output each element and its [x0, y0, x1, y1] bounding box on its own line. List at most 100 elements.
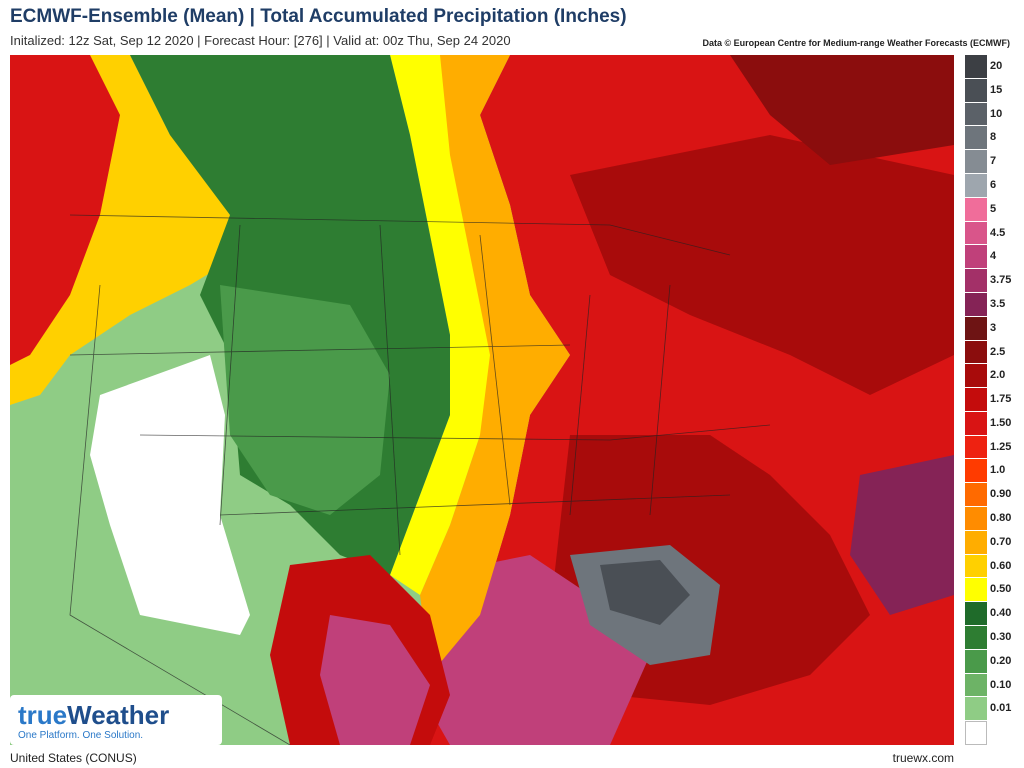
legend-label: 7 — [990, 155, 997, 168]
legend-item: 5 — [965, 197, 1017, 222]
legend-item: 20 — [965, 55, 1017, 79]
legend-swatch — [965, 55, 987, 79]
legend-item: 0.80 — [965, 507, 1017, 531]
legend-swatch — [965, 102, 987, 127]
desert-southwest-dry — [90, 355, 250, 635]
legend-item: 4 — [965, 245, 1017, 270]
legend-swatch — [965, 554, 987, 579]
pacific-northwest-red — [10, 55, 120, 365]
legend-label: 0.10 — [990, 678, 1012, 691]
map-svg — [10, 55, 954, 745]
legend-label: 8 — [990, 131, 997, 144]
legend-swatch — [965, 126, 987, 151]
legend-label: 5 — [990, 202, 997, 215]
legend-label: 3.5 — [990, 297, 1006, 310]
legend-swatch — [965, 459, 987, 484]
legend-swatch — [965, 578, 987, 603]
legend-swatch — [965, 78, 987, 103]
legend-label: 0.60 — [990, 559, 1012, 572]
legend-item: 0.10 — [965, 673, 1017, 698]
legend-item: 4.5 — [965, 221, 1017, 246]
map-title: ECMWF-Ensemble (Mean) | Total Accumulate… — [10, 6, 627, 27]
legend-label: 1.25 — [990, 440, 1012, 453]
legend-item: 0.60 — [965, 554, 1017, 579]
legend-swatch — [965, 150, 987, 174]
legend-label: 20 — [990, 60, 1003, 72]
legend-item: 1.25 — [965, 435, 1017, 460]
legend-swatch — [965, 507, 987, 531]
legend-item: 1.0 — [965, 459, 1017, 484]
legend-item: 1.75 — [965, 388, 1017, 412]
legend-item: 8 — [965, 126, 1017, 151]
legend-swatch — [965, 388, 987, 412]
legend-label: 2.5 — [990, 345, 1006, 358]
legend-item: 0.40 — [965, 602, 1017, 627]
legend-swatch — [965, 435, 987, 460]
logo-word-true: true — [18, 700, 68, 730]
logo-tagline: One Platform. One Solution. — [18, 730, 144, 741]
legend-label: 2.0 — [990, 369, 1006, 382]
legend-label: 0.90 — [990, 488, 1012, 501]
gulf-dark-maximum — [600, 560, 690, 625]
data-credit: Data © European Centre for Medium-range … — [702, 38, 1010, 48]
legend-label: 0.80 — [990, 512, 1012, 525]
legend-swatch — [965, 269, 987, 293]
legend-label: 0.30 — [990, 631, 1012, 644]
logo-wordmark: trueWeather — [18, 701, 214, 729]
logo-word-weather: Weather — [67, 700, 170, 730]
legend-swatch — [965, 626, 987, 650]
legend-item: 10 — [965, 102, 1017, 127]
legend-label: 1.50 — [990, 416, 1012, 429]
legend-item: 0.70 — [965, 530, 1017, 555]
legend-swatch — [965, 221, 987, 246]
legend-swatch — [965, 721, 987, 745]
legend-swatch — [965, 530, 987, 555]
legend-item: 1.50 — [965, 411, 1017, 436]
legend-label: 1.0 — [990, 464, 1006, 477]
transition-yellow-band — [390, 55, 490, 595]
legend-swatch — [965, 483, 987, 508]
precipitation-map — [10, 55, 954, 745]
legend-swatch — [965, 649, 987, 674]
legend-swatch — [965, 245, 987, 270]
legend-label: 4 — [990, 250, 997, 263]
map-subtitle: Initalized: 12z Sat, Sep 12 2020 | Forec… — [10, 33, 511, 48]
legend-item: 6 — [965, 173, 1017, 198]
legend-label: 4.5 — [990, 226, 1006, 239]
precipitation-legend: 20 15 10 8 7 6 5 4.5 4 3.75 3.5 3 2.5 2.0 1.75 1.50 1.25… — [965, 55, 1017, 745]
legend-swatch — [965, 697, 987, 722]
atlantic-magenta-region — [850, 455, 954, 615]
legend-swatch — [965, 602, 987, 627]
canada-heavy-precip — [730, 55, 954, 165]
legend-label: 15 — [990, 83, 1003, 96]
legend-swatch — [965, 340, 987, 365]
legend-item: 3.5 — [965, 292, 1017, 317]
legend-swatch — [965, 673, 987, 698]
legend-item: 3.75 — [965, 269, 1017, 293]
mexico-magenta — [320, 615, 430, 745]
legend-item — [965, 721, 1017, 745]
legend-item: 0.20 — [965, 649, 1017, 674]
site-label: truewx.com — [892, 751, 954, 765]
legend-label: 0.20 — [990, 654, 1012, 667]
legend-item: 0.90 — [965, 483, 1017, 508]
legend-swatch — [965, 292, 987, 317]
legend-item: 0.50 — [965, 578, 1017, 603]
region-label: United States (CONUS) — [10, 751, 137, 765]
legend-label: 0.50 — [990, 583, 1012, 596]
legend-item: 2.0 — [965, 364, 1017, 389]
trueweather-logo: trueWeather One Platform. One Solution. — [10, 695, 222, 745]
legend-swatch — [965, 364, 987, 389]
legend-item: 3 — [965, 316, 1017, 341]
boundary-lines — [69, 214, 771, 745]
legend-label: 0.40 — [990, 607, 1012, 620]
legend-label: 3 — [990, 321, 997, 334]
legend-label: 0.70 — [990, 535, 1012, 548]
legend-swatch — [965, 197, 987, 222]
legend-label: 10 — [990, 107, 1003, 120]
legend-item: 2.5 — [965, 340, 1017, 365]
legend-label: 3.75 — [990, 274, 1012, 287]
legend-label: 1.75 — [990, 393, 1012, 406]
legend-label: 6 — [990, 178, 997, 191]
legend-item: 15 — [965, 78, 1017, 103]
